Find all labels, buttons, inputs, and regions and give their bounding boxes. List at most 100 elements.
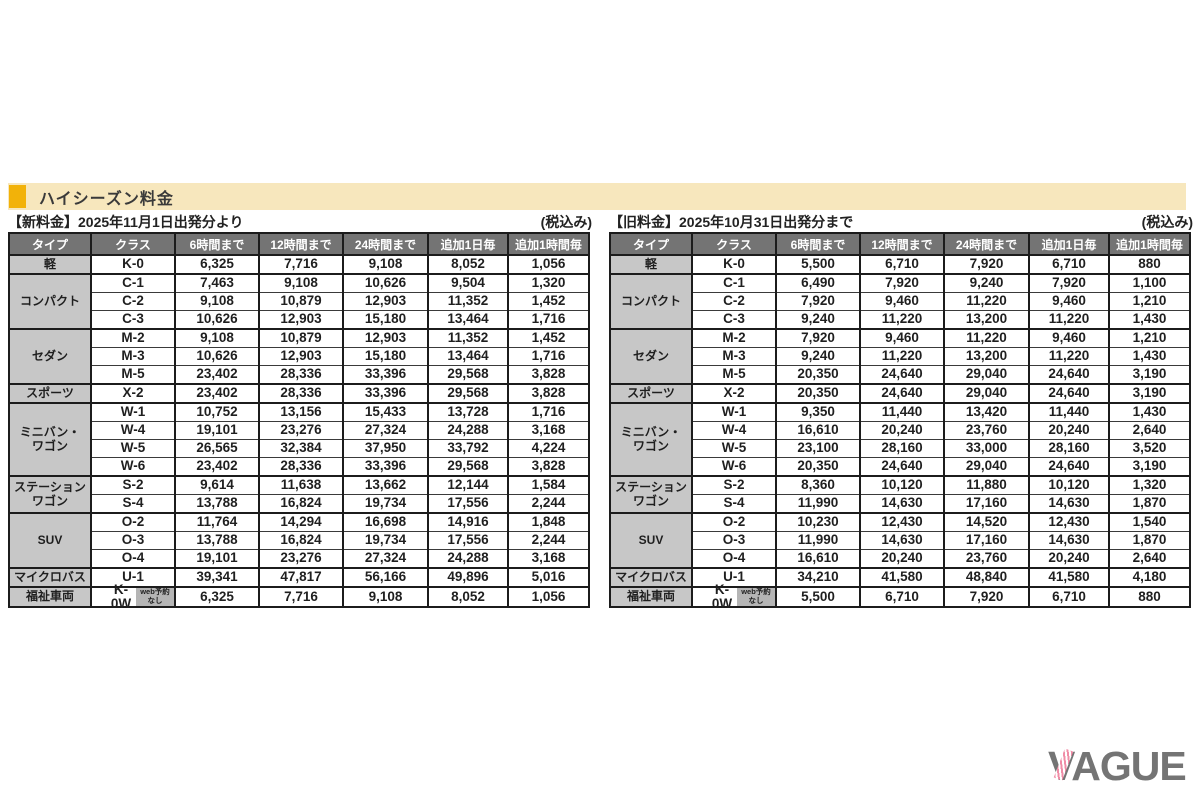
price-row: W-5 26,565 32,384 37,950 33,792 4,224: [9, 439, 590, 458]
column-header: 追加1日毎: [1028, 232, 1110, 256]
price-cell: 24,288: [427, 549, 509, 569]
column-header: タイプ: [8, 232, 92, 256]
price-cell: 14,630: [859, 494, 945, 514]
vehicle-type-cell: コンパクト: [8, 273, 92, 330]
column-header: 12時間まで: [859, 232, 945, 256]
price-cell: 9,460: [859, 292, 945, 311]
price-cell: 7,920: [859, 273, 945, 293]
column-header: クラス: [90, 232, 176, 256]
price-row: ミニバン・ ワゴン W-1 9,350 11,440 13,420 11,440 1,430: [609, 402, 1191, 477]
vehicle-type-cell: ステーション ワゴン: [609, 475, 693, 514]
price-cell: 20,240: [1028, 549, 1110, 569]
price-row: O-3 11,990 14,630 17,160 14,630 1,870: [610, 531, 1191, 550]
vehicle-type-cell: 軽: [8, 254, 92, 275]
class-label: K-0W: [711, 581, 733, 611]
tax-note: (税込み): [540, 213, 592, 230]
price-cell: 27,324: [342, 549, 429, 569]
price-cell: 15,433: [342, 402, 429, 422]
price-cell: 8,052: [427, 254, 509, 275]
price-cell: 29,568: [427, 383, 509, 404]
price-cell: 1,430: [1108, 310, 1191, 330]
price-cell: 28,336: [258, 457, 344, 477]
price-cell: 880: [1108, 586, 1191, 608]
price-row: M-3 10,626 12,903 15,180 13,464 1,716: [9, 347, 590, 366]
price-cell: 7,463: [174, 273, 260, 293]
price-cell: 12,903: [258, 347, 344, 366]
price-cell: 16,824: [258, 531, 344, 550]
column-header: 追加1時間毎: [507, 232, 590, 256]
price-cell: 19,101: [174, 549, 260, 569]
price-cell: 11,990: [775, 531, 861, 550]
price-cell: 14,520: [943, 512, 1030, 532]
price-cell: 11,990: [775, 494, 861, 514]
price-cell: 7,920: [1028, 273, 1110, 293]
price-cell: 3,168: [507, 549, 590, 569]
price-cell: 23,760: [943, 549, 1030, 569]
class-cell: C-1: [691, 273, 777, 293]
price-row: O-3 13,788 16,824 19,734 17,556 2,244: [9, 531, 590, 550]
price-cell: 1,320: [1108, 475, 1191, 495]
new-price-table: タイプ クラス 6時間まで 12時間まで 24時間まで 追加1日毎 追加1時間毎軽 K-0 6,…: [8, 232, 590, 611]
price-row: SUV O-2 10,230 12,430 14,520 12,430 1,540: [609, 512, 1191, 569]
table-caption-row: 【旧料金】2025年10月31日出発分まで (税込み): [609, 211, 1193, 232]
price-cell: 47,817: [258, 567, 344, 588]
price-cell: 23,276: [258, 549, 344, 569]
price-cell: 3,190: [1108, 365, 1191, 385]
class-cell: K-0: [90, 254, 176, 275]
price-cell: 41,580: [1028, 567, 1110, 588]
price-cell: 10,230: [775, 512, 861, 532]
header-row: タイプ クラス 6時間まで 12時間まで 24時間まで 追加1日毎 追加1時間毎: [609, 232, 1191, 256]
class-cell: W-5: [691, 439, 777, 458]
class-label: K-0W: [110, 581, 132, 611]
class-cell: C-3: [691, 310, 777, 330]
price-cell: 14,630: [1028, 531, 1110, 550]
price-row: W-6 23,402 28,336 33,396 29,568 3,828: [9, 457, 590, 477]
price-cell: 9,350: [775, 402, 861, 422]
class-cell: K-0: [691, 254, 777, 275]
price-cell: 49,896: [427, 567, 509, 588]
price-cell: 5,500: [775, 586, 861, 608]
price-cell: 11,220: [943, 292, 1030, 311]
price-cell: 12,903: [342, 328, 429, 348]
price-cell: 11,352: [427, 292, 509, 311]
vehicle-type-cell: ミニバン・ ワゴン: [8, 402, 92, 477]
class-cell: C-3: [90, 310, 176, 330]
class-cell: W-4: [90, 421, 176, 440]
price-cell: 3,828: [507, 383, 590, 404]
price-row: コンパクト C-1 6,490 7,920 9,240 7,920 1,100: [609, 273, 1191, 330]
price-cell: 2,640: [1108, 421, 1191, 440]
price-cell: 24,640: [1028, 457, 1110, 477]
price-cell: 1,210: [1108, 328, 1191, 348]
price-cell: 7,920: [943, 254, 1030, 275]
price-row: C-2 9,108 10,879 12,903 11,352 1,452: [9, 292, 590, 311]
price-cell: 20,350: [775, 365, 861, 385]
price-cell: 14,294: [258, 512, 344, 532]
class-cell: W-4: [691, 421, 777, 440]
price-cell: 17,556: [427, 531, 509, 550]
header-row: タイプ クラス 6時間まで 12時間まで 24時間まで 追加1日毎 追加1時間毎: [8, 232, 590, 256]
price-cell: 1,870: [1108, 494, 1191, 514]
table-body: 軽 K-0 5,500 6,710 7,920 6,710 880 コンパクト C-1 6,490…: [609, 254, 1191, 611]
price-cell: 6,710: [1028, 586, 1110, 608]
class-cell: K-0W web予約 なし: [691, 582, 777, 611]
price-cell: 6,325: [174, 586, 260, 608]
price-cell: 23,760: [943, 421, 1030, 440]
price-cell: 2,244: [507, 531, 590, 550]
column-header: タイプ: [609, 232, 693, 256]
price-cell: 1,540: [1108, 512, 1191, 532]
price-cell: 10,120: [859, 475, 945, 495]
price-cell: 9,460: [1028, 292, 1110, 311]
column-header: 24時間まで: [342, 232, 429, 256]
price-cell: 34,210: [775, 567, 861, 588]
price-cell: 10,120: [1028, 475, 1110, 495]
price-cell: 5,500: [775, 254, 861, 275]
price-cell: 13,156: [258, 402, 344, 422]
price-cell: 14,630: [859, 531, 945, 550]
price-row: SUV O-2 11,764 14,294 16,698 14,916 1,848: [8, 512, 590, 569]
price-cell: 11,440: [859, 402, 945, 422]
price-cell: 19,101: [174, 421, 260, 440]
price-cell: 10,626: [342, 273, 429, 293]
price-cell: 28,336: [258, 365, 344, 385]
price-cell: 3,828: [507, 365, 590, 385]
